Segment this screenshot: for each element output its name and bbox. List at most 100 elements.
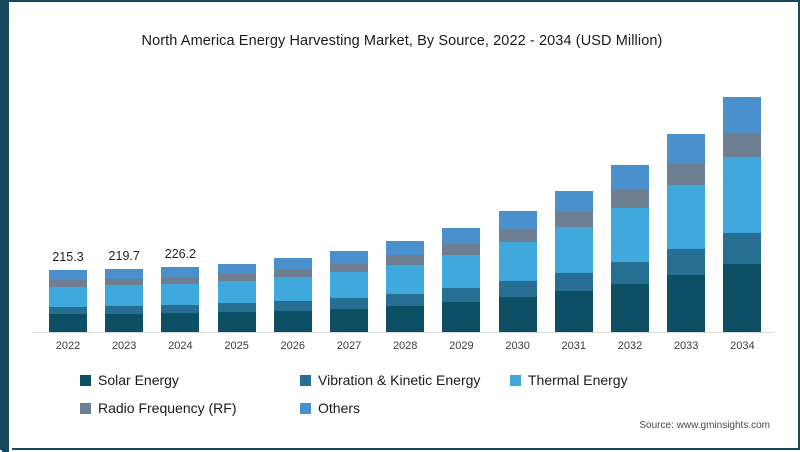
x-tick-2026: 2026 [280, 340, 306, 352]
chart-legend: Solar Energy Vibration & Kinetic Energy Th… [80, 366, 730, 422]
bar-segment [273, 301, 312, 311]
bar-segment [105, 313, 144, 332]
bar-segment [105, 285, 144, 306]
bar-segment [723, 233, 762, 264]
bar-segment [161, 304, 200, 313]
bar-segment [498, 229, 537, 243]
legend-label: Radio Frequency (RF) [98, 400, 237, 416]
legend-row-1: Solar Energy Vibration & Kinetic Energy Th… [80, 366, 730, 394]
x-tick-2034: 2034 [730, 340, 755, 352]
bar-segment [217, 311, 256, 332]
bar-segment [667, 134, 706, 165]
bar-segment [442, 228, 481, 244]
bar-segment [273, 258, 312, 270]
legend-item-solar-energy[interactable]: Solar Energy [80, 372, 179, 388]
bar-segment [442, 254, 481, 289]
bar-2032[interactable] [611, 164, 649, 332]
bar-2033[interactable] [667, 134, 706, 332]
bar-2031[interactable] [554, 190, 593, 332]
bar-2026[interactable] [273, 258, 312, 332]
bar-segment [161, 267, 200, 277]
chart-title: North America Energy Harvesting Market, … [141, 33, 663, 49]
bar-segment [611, 283, 649, 332]
bar-2034[interactable] [723, 96, 762, 332]
bar-segment [498, 211, 537, 230]
bar-segment [611, 164, 649, 191]
x-tick-2023: 2023 [111, 340, 137, 352]
bar-segment [723, 96, 762, 133]
legend-swatch-icon [80, 374, 91, 386]
bar-segment [105, 278, 144, 286]
bar-segment [386, 254, 425, 265]
bar-segment [554, 190, 593, 213]
legend-item-others[interactable]: Others [300, 400, 360, 416]
bar-segment [723, 157, 762, 234]
legend-item-radio-frequency-rf[interactable]: Radio Frequency (RF) [80, 400, 237, 416]
bar-2027[interactable] [330, 251, 368, 332]
bar-2024[interactable] [161, 267, 200, 332]
bar-segment [273, 277, 312, 302]
legend-item-thermal-energy[interactable]: Thermal Energy [510, 372, 628, 388]
bar-2023[interactable] [105, 269, 144, 332]
bar-2030[interactable] [498, 211, 537, 332]
bar-segment [667, 248, 706, 275]
left-accent-bar [2, 2, 9, 452]
bar-segment [386, 241, 425, 255]
bar-segment [49, 280, 87, 287]
x-tick-2031: 2031 [561, 340, 587, 352]
bar-segment [611, 190, 649, 208]
bar-segment [217, 281, 256, 304]
bar-segment [723, 132, 762, 158]
bar-segment [667, 274, 706, 332]
x-tick-2028: 2028 [392, 340, 418, 352]
bar-segment [498, 242, 537, 282]
bar-segment [217, 263, 256, 275]
bar-segment [498, 281, 537, 298]
bar-segment [386, 264, 425, 294]
bar-segment [554, 291, 593, 332]
bar-segment [667, 164, 706, 186]
bar-segment [330, 263, 368, 273]
bar-segment [161, 283, 200, 305]
bar-segment [330, 298, 368, 309]
bar-segment [330, 272, 368, 299]
legend-label: Others [318, 400, 361, 416]
x-tick-2030: 2030 [505, 340, 530, 352]
legend-label: Vibration & Kinetic Energy [318, 372, 481, 388]
bar-segment [49, 286, 87, 307]
bar-segment [667, 185, 706, 249]
bar-segment [49, 306, 87, 315]
bar-segment [386, 293, 425, 306]
legend-swatch-icon [510, 374, 521, 386]
bar-segment [442, 301, 481, 332]
bar-segment [554, 272, 593, 292]
x-tick-2025: 2025 [224, 340, 249, 352]
bar-2022[interactable] [49, 270, 87, 332]
bar-value-label: 215.3 [52, 250, 84, 265]
x-tick-2033: 2033 [673, 340, 699, 352]
bar-segment [49, 270, 87, 281]
source-attribution: Source: www.gminsights.com [639, 420, 770, 431]
bar-segment [105, 305, 144, 314]
bar-segment [273, 310, 312, 332]
x-axis-labels: 2022 2023 2024 2025 2026 2027 2028 2029 2030 2031… [40, 340, 770, 360]
bar-segment [386, 305, 425, 332]
legend-swatch-icon [300, 374, 311, 386]
x-tick-2027: 2027 [336, 340, 362, 352]
legend-item-vibration-kinetic-energy[interactable]: Vibration & Kinetic Energy [300, 372, 480, 388]
left-accent-inner [9, 2, 12, 452]
bar-value-label: 219.7 [108, 249, 140, 264]
bar-segment [49, 314, 87, 332]
bar-2025[interactable] [217, 263, 256, 332]
legend-swatch-icon [80, 402, 91, 414]
bar-segment [330, 308, 368, 332]
bar-segment [330, 251, 368, 264]
x-tick-2032: 2032 [617, 340, 643, 352]
x-axis-baseline [32, 332, 774, 333]
bar-2028[interactable] [386, 241, 425, 332]
bar-2029[interactable] [442, 228, 481, 332]
bar-segment [105, 269, 144, 279]
bar-segment [442, 288, 481, 302]
legend-label: Solar Energy [98, 372, 179, 388]
